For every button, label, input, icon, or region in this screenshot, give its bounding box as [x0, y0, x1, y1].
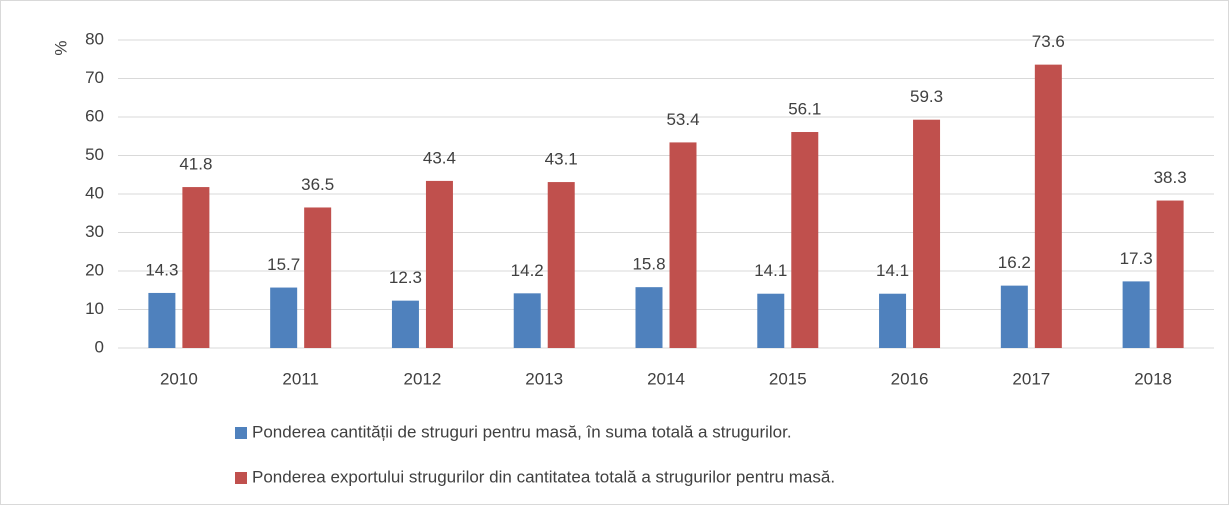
y-tick-label: 20 [85, 260, 104, 279]
y-axis-label: % [51, 40, 70, 55]
y-tick-label: 0 [95, 337, 104, 356]
x-tick-label: 2011 [282, 369, 319, 388]
bar [513, 293, 541, 348]
y-tick-label: 40 [85, 183, 104, 202]
data-label: 15.8 [632, 255, 665, 274]
data-label: 59.3 [910, 87, 943, 106]
bar [547, 182, 575, 348]
legend-swatch [235, 427, 247, 439]
data-label: 36.5 [301, 175, 334, 194]
data-label: 41.8 [179, 155, 212, 174]
bar [879, 293, 907, 348]
bar [270, 287, 298, 348]
data-label: 17.3 [1120, 249, 1153, 268]
bar [1034, 64, 1062, 348]
bar [1122, 281, 1150, 348]
data-label: 38.3 [1154, 168, 1187, 187]
bar [304, 207, 332, 348]
data-label: 14.1 [876, 261, 909, 280]
data-label: 43.1 [545, 150, 578, 169]
data-label: 15.7 [267, 255, 300, 274]
x-tick-label: 2017 [1012, 369, 1050, 388]
legend-swatch [235, 472, 247, 484]
data-label: 16.2 [998, 253, 1031, 272]
legend-label: Ponderea exportului strugurilor din cant… [252, 467, 835, 486]
bar [391, 300, 419, 348]
data-label: 14.3 [145, 260, 178, 279]
x-tick-label: 2012 [404, 369, 442, 388]
data-label: 56.1 [788, 99, 821, 118]
x-tick-label: 2010 [160, 369, 198, 388]
data-label: 14.1 [754, 261, 787, 280]
y-tick-label: 70 [85, 68, 104, 87]
y-tick-label: 60 [85, 106, 104, 125]
y-tick-label: 80 [85, 29, 104, 48]
data-label: 12.3 [389, 268, 422, 287]
bar [757, 293, 785, 348]
bar [1000, 285, 1028, 348]
bar [148, 292, 176, 348]
bar [669, 142, 697, 348]
bar [635, 287, 663, 348]
legend-label: Ponderea cantității de struguri pentru m… [252, 422, 792, 441]
x-tick-label: 2018 [1134, 369, 1172, 388]
x-tick-label: 2013 [525, 369, 563, 388]
bar [791, 132, 819, 348]
data-label: 73.6 [1032, 32, 1065, 51]
y-tick-label: 30 [85, 222, 104, 241]
data-label: 14.2 [511, 261, 544, 280]
bar [425, 180, 453, 348]
x-tick-label: 2016 [891, 369, 929, 388]
y-tick-label: 10 [85, 299, 104, 318]
bar [182, 187, 210, 348]
y-tick-label: 50 [85, 145, 104, 164]
x-tick-label: 2015 [769, 369, 807, 388]
data-label: 53.4 [666, 110, 699, 129]
data-label: 43.4 [423, 148, 456, 167]
bar [1156, 200, 1184, 348]
bar [913, 119, 941, 348]
x-tick-label: 2014 [647, 369, 685, 388]
